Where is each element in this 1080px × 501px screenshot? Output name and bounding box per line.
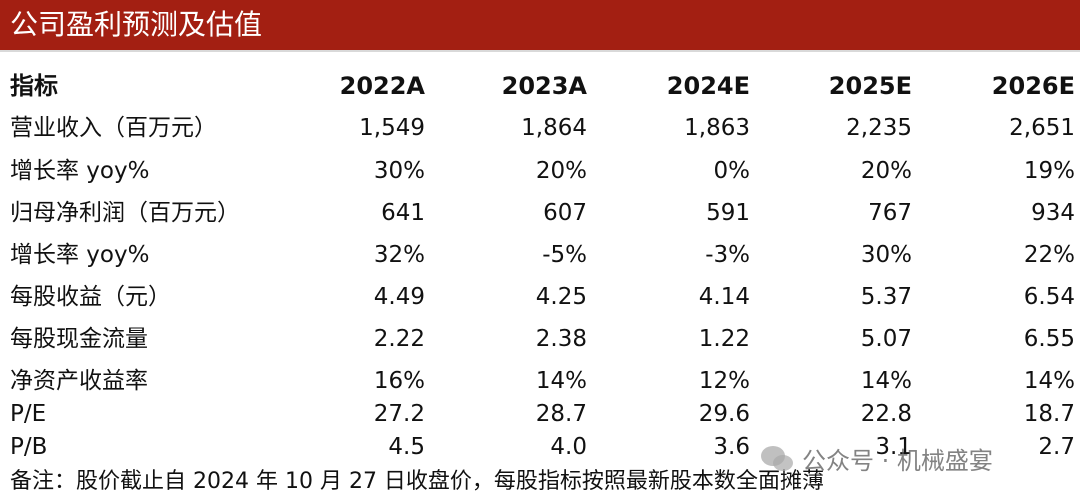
cell-value: 14% <box>860 368 912 394</box>
cell-value: 14% <box>535 368 587 394</box>
note: 备注：股价截止自 2024 年 10 月 27 日收盘价，每股指标按照最新股本数… <box>10 469 824 494</box>
cell-value: 5.07 <box>860 326 912 352</box>
cell-value: 4.0 <box>550 434 587 460</box>
cell-value: 2.22 <box>373 326 425 352</box>
cell-value: -5% <box>542 242 587 268</box>
cell-value: 1.22 <box>698 326 750 352</box>
cell-value: 2,235 <box>846 115 912 141</box>
watermark-text: 公众号 · 机械盛宴 <box>802 447 993 475</box>
cell-value: 22.8 <box>860 401 912 427</box>
row-label: P/B <box>10 434 48 460</box>
row-label: 净资产收益率 <box>10 368 148 394</box>
column-header: 2024E <box>666 72 750 100</box>
cell-value: 641 <box>381 200 425 226</box>
wechat-icon <box>761 445 793 471</box>
cell-value: 6.55 <box>1023 326 1075 352</box>
row-label: 归母净利润（百万元） <box>10 200 240 226</box>
cell-value: 32% <box>373 242 425 268</box>
column-header: 2025E <box>828 72 912 100</box>
cell-value: 2.38 <box>535 326 587 352</box>
cell-value: 3.1 <box>875 434 912 460</box>
cell-value: 934 <box>1031 200 1075 226</box>
cell-value: 30% <box>373 158 425 184</box>
column-header: 2023A <box>501 72 587 100</box>
column-header: 2022A <box>339 72 425 100</box>
title-bar: 公司盈利预测及估值 <box>0 0 1080 52</box>
cell-value: 4.14 <box>698 284 750 310</box>
cell-value: 2,651 <box>1009 115 1075 141</box>
watermark: 公众号 · 机械盛宴 <box>760 441 993 476</box>
row-label: 增长率 yoy% <box>10 158 150 184</box>
cell-value: 1,864 <box>521 115 587 141</box>
column-header: 指标 <box>10 72 58 100</box>
row-label: P/E <box>10 401 47 427</box>
row-label: 增长率 yoy% <box>10 242 150 268</box>
cell-value: 4.25 <box>535 284 587 310</box>
cell-value: 767 <box>868 200 912 226</box>
cell-value: 19% <box>1023 158 1075 184</box>
cell-value: 607 <box>543 200 587 226</box>
cell-value: 0% <box>713 158 751 184</box>
row-label: 每股收益（元） <box>10 284 171 310</box>
cell-value: 6.54 <box>1023 284 1075 310</box>
cell-value: 2.7 <box>1038 434 1075 460</box>
cell-value: 20% <box>535 158 587 184</box>
cell-value: 22% <box>1023 242 1075 268</box>
column-header: 2026E <box>991 72 1075 100</box>
row-label: 每股现金流量 <box>10 326 148 352</box>
cell-value: 1,549 <box>359 115 425 141</box>
cell-value: 5.37 <box>860 284 912 310</box>
cell-value: 4.5 <box>388 434 425 460</box>
cell-value: 591 <box>706 200 750 226</box>
cell-value: 16% <box>373 368 425 394</box>
cell-value: 29.6 <box>698 401 750 427</box>
cell-value: 30% <box>860 242 912 268</box>
row-label: 营业收入（百万元） <box>10 115 217 141</box>
cell-value: 1,863 <box>684 115 750 141</box>
cell-value: 27.2 <box>373 401 425 427</box>
cell-value: 3.6 <box>713 434 750 460</box>
cell-value: 12% <box>698 368 750 394</box>
cell-value: 4.49 <box>373 284 425 310</box>
cell-value: -3% <box>705 242 750 268</box>
cell-value: 18.7 <box>1023 401 1075 427</box>
cell-value: 20% <box>860 158 912 184</box>
cell-value: 14% <box>1023 368 1075 394</box>
cell-value: 28.7 <box>535 401 587 427</box>
title: 公司盈利预测及估值 <box>10 8 263 41</box>
